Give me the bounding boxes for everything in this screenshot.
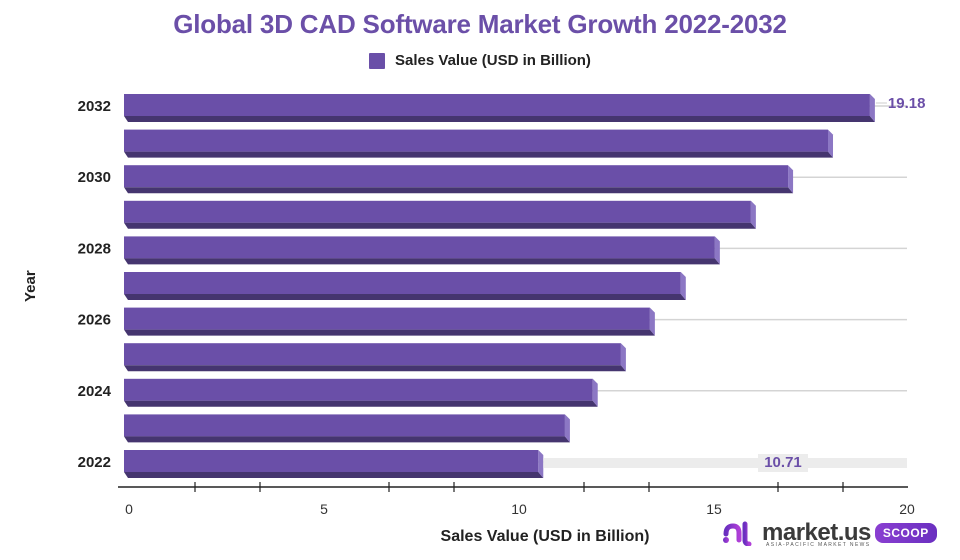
x-tick-label: 10 (511, 501, 527, 517)
brand-logo: market.us SCOOP ASIA-PACIFIC MARKET NEWS (722, 519, 937, 548)
bar-side (788, 165, 794, 194)
y-tick-label: 2022 (78, 454, 111, 471)
bar-side (564, 414, 570, 443)
bar-front (124, 343, 621, 366)
bar-bottom (124, 329, 655, 336)
y-tick-label: 2030 (78, 169, 111, 186)
bar-front (124, 129, 829, 152)
y-tick-label: 2028 (78, 240, 111, 257)
x-axis-title: Sales Value (USD in Billion) (440, 528, 650, 545)
y-tick-label: 2026 (78, 312, 111, 329)
data-label: 10.71 (764, 454, 802, 471)
bar-2026 (124, 307, 655, 336)
bar-2023 (124, 414, 570, 443)
scoop-badge: SCOOP (874, 523, 937, 543)
bar-bottom (124, 400, 598, 407)
bar-bottom (124, 472, 544, 478)
bar-front (124, 450, 539, 472)
bar-2025 (124, 343, 626, 372)
market-us-logo-icon (722, 520, 756, 547)
data-label-track (543, 458, 907, 468)
bar-side (869, 94, 875, 122)
y-tick-label: 2032 (78, 98, 111, 115)
bar-bottom (124, 365, 626, 372)
logo-text: market.us (762, 519, 871, 546)
bar-2022 (124, 450, 544, 478)
logo-subtext: ASIA-PACIFIC MARKET NEWS (766, 542, 871, 548)
bar-bottom (124, 222, 756, 229)
bar-2032 (124, 94, 875, 122)
data-label-bg (758, 454, 808, 472)
x-tick-label: 20 (899, 501, 915, 517)
bar-front (124, 378, 593, 401)
bar-front (124, 307, 650, 330)
bar-2028 (124, 236, 720, 265)
bar-side (750, 200, 756, 229)
bar-bottom (124, 151, 834, 158)
bar-2024 (124, 378, 598, 407)
bar-side (714, 236, 720, 265)
bar-2029 (124, 200, 756, 229)
bar-side (538, 450, 544, 478)
bar-side (680, 272, 686, 300)
bar-front (124, 414, 565, 437)
legend-label: Sales Value (USD in Billion) (395, 52, 591, 69)
bar-front (124, 272, 681, 294)
x-tick-label: 5 (320, 501, 328, 517)
chart-title: Global 3D CAD Software Market Growth 202… (173, 9, 787, 39)
bar-2027 (124, 272, 686, 300)
bar-2031 (124, 129, 834, 158)
bar-side (592, 378, 598, 407)
bar-front (124, 165, 789, 188)
bar-bottom (124, 258, 720, 265)
bar-bottom (124, 436, 570, 443)
x-tick-label: 0 (125, 501, 133, 517)
bar-front (124, 94, 870, 116)
bar-side (649, 307, 655, 336)
bar-side (620, 343, 626, 372)
bar-front (124, 236, 715, 259)
bar-side (828, 129, 834, 158)
data-label: 19.18 (888, 95, 926, 112)
bar-front (124, 200, 751, 223)
legend: Sales Value (USD in Billion) (0, 52, 960, 69)
x-tick-label: 15 (706, 501, 722, 517)
legend-swatch (369, 52, 386, 69)
bar-bottom (124, 294, 686, 300)
bar-2030 (124, 165, 794, 194)
bar-bottom (124, 187, 794, 194)
y-tick-label: 2024 (78, 383, 112, 400)
bar-bottom (124, 116, 875, 122)
